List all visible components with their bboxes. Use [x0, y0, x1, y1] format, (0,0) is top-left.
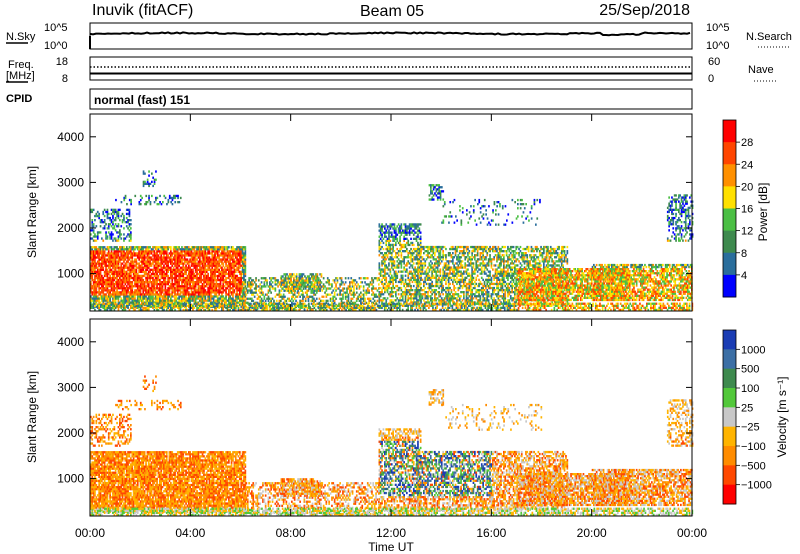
- nsearch-label: N.Search: [746, 31, 792, 43]
- colorbar-tick-label: −1000: [741, 480, 772, 492]
- x-tick-label: 12:00: [376, 526, 406, 540]
- y-tick-label: 4000: [57, 335, 84, 349]
- colorbar-swatch: [723, 186, 736, 209]
- colorbar-swatch: [723, 142, 736, 165]
- colorbar-swatch: [723, 349, 736, 370]
- colorbar-swatch: [723, 208, 736, 232]
- colorbar-swatch: [723, 484, 736, 505]
- noise-tick-top-right: 10^5: [706, 22, 730, 34]
- date-label: 25/Sep/2018: [599, 2, 690, 19]
- noise-tick-bottom-right: 10^0: [706, 40, 730, 52]
- nave-tick-top: 60: [708, 56, 720, 68]
- power-panel: 1000 2000 3000 4000 Slant Range [km] 28 24 20…: [25, 113, 770, 312]
- colorbar-swatch: [723, 388, 736, 408]
- colorbar-tick-label: −25: [741, 422, 760, 434]
- colorbar-swatch: [723, 426, 736, 447]
- x-tick-label: 08:00: [276, 526, 306, 540]
- colorbar-swatch: [723, 274, 736, 298]
- power-y-axis: 1000 2000 3000 4000: [57, 130, 692, 281]
- velocity-panel: 1000 2000 3000 4000 Slant Range [km] 1000 50…: [25, 318, 789, 517]
- colorbar-tick-label: 12: [741, 226, 753, 238]
- power-data-cells: [90, 170, 694, 312]
- power-y-axis-label: Slant Range [km]: [25, 166, 39, 258]
- colorbar-tick-label: −500: [741, 460, 766, 472]
- y-tick-label: 3000: [57, 380, 84, 394]
- noise-tick-bottom-left: 10^0: [44, 40, 68, 52]
- velocity-y-axis: 1000 2000 3000 4000: [57, 335, 692, 486]
- y-tick-label: 2000: [57, 426, 84, 440]
- nave-label: Nave: [748, 64, 774, 76]
- nave-tick-bottom: 0: [708, 73, 714, 85]
- x-tick-label: 04:00: [175, 526, 205, 540]
- x-tick-label: 20:00: [577, 526, 607, 540]
- colorbar-swatch: [723, 465, 736, 486]
- colorbar-swatch: [723, 368, 736, 389]
- colorbar-tick-label: 4: [741, 270, 747, 282]
- noise-panel: N.Sky 10^5 10^0 10^5 10^0 N.Search: [6, 22, 792, 52]
- velocity-y-axis-label: Slant Range [km]: [25, 371, 39, 463]
- velocity-colorbar-label: Velocity [m s⁻¹]: [775, 376, 789, 457]
- cpid-text: normal (fast) 151: [94, 93, 190, 107]
- colorbar-tick-label: 28: [741, 137, 753, 149]
- velocity-colorbar: 1000 500 100 25 −25 −100 −500 −1000: [722, 329, 772, 505]
- cpid-label: CPID: [6, 93, 32, 105]
- colorbar-tick-label: 8: [741, 248, 747, 260]
- colorbar-tick-label: 20: [741, 181, 753, 193]
- y-tick-label: 1000: [57, 472, 84, 486]
- freq-label: Freq.: [8, 59, 34, 71]
- colorbar-tick-label: 1000: [741, 344, 765, 356]
- colorbar-swatch: [723, 446, 736, 466]
- colorbar-swatch: [723, 164, 736, 187]
- y-tick-label: 4000: [57, 130, 84, 144]
- colorbar-swatch: [723, 330, 736, 350]
- velocity-data-cells: [90, 375, 694, 517]
- freq-tick-bottom: 8: [62, 73, 68, 85]
- beam-label: Beam 05: [360, 3, 424, 20]
- x-axis-label: Time UT: [368, 540, 414, 554]
- station-title: Inuvik (fitACF): [92, 2, 193, 19]
- nsky-label: N.Sky: [6, 31, 36, 43]
- power-colorbar-label: Power [dB]: [756, 183, 770, 242]
- colorbar-tick-label: −100: [741, 441, 766, 453]
- frequency-panel: Freq. [MHz] 18 8 60 0 Nave: [6, 56, 778, 85]
- x-tick-label: 00:00: [75, 526, 105, 540]
- colorbar-tick-label: 16: [741, 204, 753, 216]
- power-colorbar: 28 24 20 16 12 8 4: [722, 119, 753, 298]
- colorbar-tick-label: 100: [741, 383, 759, 395]
- x-tick-label: 16:00: [476, 526, 506, 540]
- time-x-axis: 00:00 04:00 08:00 12:00 16:00 20:00 00:00: [75, 114, 707, 540]
- colorbar-swatch: [723, 230, 736, 254]
- colorbar-swatch: [723, 407, 736, 428]
- y-tick-label: 2000: [57, 221, 84, 235]
- colorbar-swatch: [723, 252, 736, 276]
- colorbar-tick-label: 24: [741, 159, 753, 171]
- y-tick-label: 3000: [57, 175, 84, 189]
- colorbar-tick-label: 25: [741, 402, 753, 414]
- y-tick-label: 1000: [57, 267, 84, 281]
- cpid-panel: CPID normal (fast) 151: [6, 88, 693, 110]
- freq-unit-label: [MHz]: [6, 70, 35, 82]
- colorbar-swatch: [723, 120, 736, 143]
- nsky-series: [89, 31, 691, 37]
- freq-tick-top: 18: [56, 56, 68, 68]
- colorbar-tick-label: 500: [741, 364, 759, 376]
- noise-tick-top-left: 10^5: [44, 22, 68, 34]
- x-tick-label: 00:00: [677, 526, 707, 540]
